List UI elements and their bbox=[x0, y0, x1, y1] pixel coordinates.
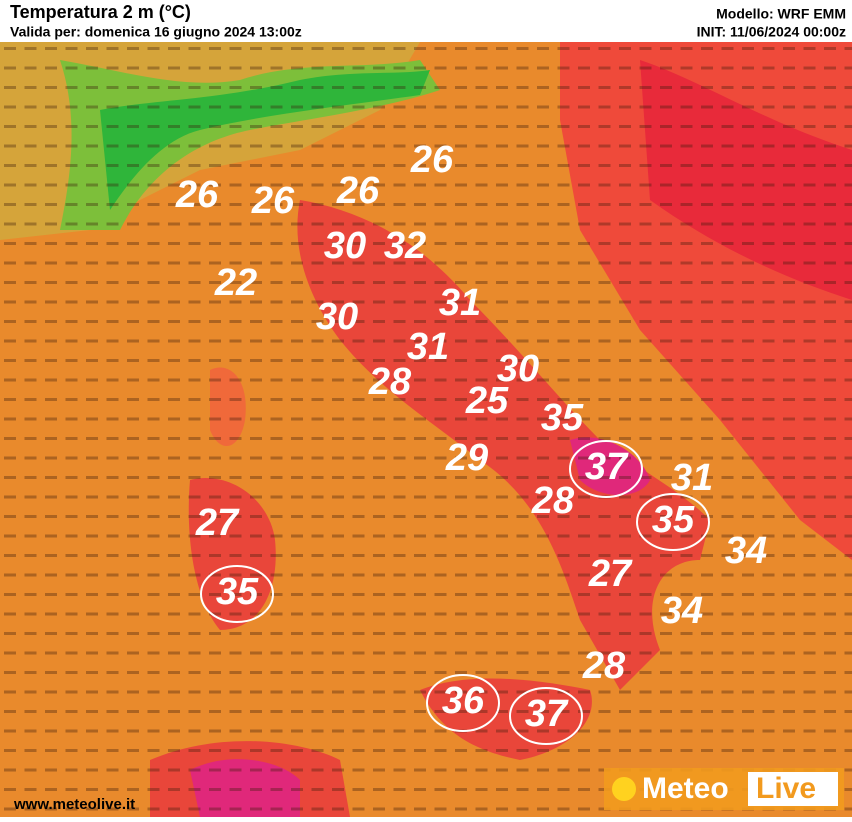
temperature-label: 30 bbox=[497, 348, 539, 390]
highlight-circle bbox=[636, 493, 710, 551]
temperature-label: 37 bbox=[585, 446, 629, 488]
map bbox=[0, 42, 852, 817]
logo-meteo: Meteo bbox=[642, 772, 729, 805]
temperature-label: 27 bbox=[588, 553, 633, 595]
temperature-label: 26 bbox=[175, 174, 219, 216]
temperature-label: 30 bbox=[324, 225, 366, 267]
temperature-label: 30 bbox=[316, 296, 358, 338]
temperature-label: 31 bbox=[407, 326, 449, 368]
temperature-label: 28 bbox=[582, 645, 626, 687]
temperature-label: 26 bbox=[410, 139, 454, 181]
logo: Meteo Live bbox=[604, 768, 844, 810]
logo-live: Live bbox=[756, 772, 816, 805]
temperature-label: 26 bbox=[336, 170, 380, 212]
temperature-label: 31 bbox=[439, 282, 481, 324]
temperature-label: 35 bbox=[541, 397, 584, 439]
website: www.meteolive.it bbox=[13, 796, 135, 813]
temperature-label: 34 bbox=[725, 530, 767, 572]
model: Modello: WRF EMM bbox=[716, 6, 846, 22]
temperature-label: 26 bbox=[251, 180, 295, 222]
title: Temperatura 2 m (°C) bbox=[10, 2, 191, 22]
temperature-label: 22 bbox=[214, 262, 257, 304]
temperature-label: 27 bbox=[195, 502, 240, 544]
temperature-label: 35 bbox=[216, 571, 259, 613]
highlight-circle bbox=[200, 565, 274, 623]
temperature-label: 37 bbox=[525, 693, 569, 735]
temperature-label: 35 bbox=[652, 499, 695, 541]
highlight-circles bbox=[200, 440, 710, 745]
init: INIT: 11/06/2024 00:00z bbox=[697, 24, 846, 40]
highlight-circle bbox=[426, 674, 500, 732]
temperature-label: 32 bbox=[384, 225, 426, 267]
temperature-label: 34 bbox=[661, 590, 703, 632]
highlight-circle bbox=[569, 440, 643, 498]
temperature-label: 28 bbox=[531, 480, 575, 522]
highlight-circle bbox=[509, 687, 583, 745]
temperature-label: 25 bbox=[465, 380, 509, 422]
temperature-label: 29 bbox=[445, 437, 488, 479]
temperature-label: 28 bbox=[368, 361, 412, 403]
temperature-label: 36 bbox=[442, 680, 485, 722]
temperature-label: 31 bbox=[671, 457, 713, 499]
subtitle: Valida per: domenica 16 giugno 2024 13:0… bbox=[10, 24, 302, 40]
